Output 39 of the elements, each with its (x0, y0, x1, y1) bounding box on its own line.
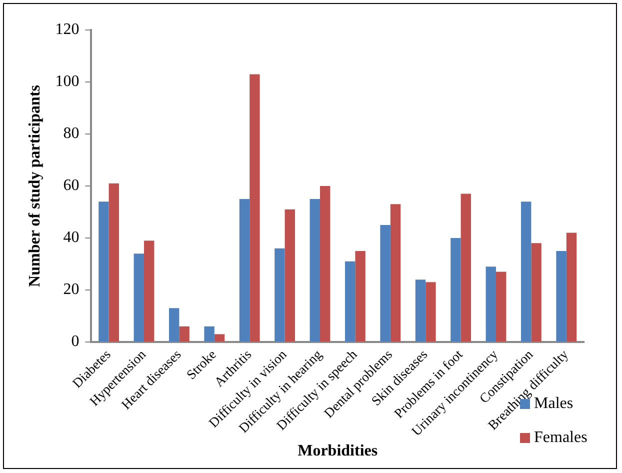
bar (134, 254, 144, 342)
y-tick-label: 100 (55, 73, 80, 90)
bar (380, 224, 390, 342)
bar (486, 266, 496, 342)
y-tick-label: 60 (63, 177, 80, 194)
bar (390, 204, 401, 342)
legend-label: Females (534, 429, 588, 446)
y-tick-label: 80 (63, 125, 80, 142)
bar (426, 282, 436, 342)
bar (239, 198, 250, 342)
y-tick-label: 0 (71, 333, 80, 350)
bar (450, 238, 461, 342)
bar (566, 232, 577, 342)
bar (531, 243, 542, 342)
y-axis-title: Number of study participants (26, 85, 44, 287)
y-tick-label: 20 (63, 281, 80, 298)
bar (98, 202, 109, 342)
bar (556, 250, 566, 342)
y-tick-label: 120 (55, 21, 80, 38)
bar (460, 194, 472, 342)
bar (168, 308, 180, 342)
bar (284, 209, 296, 342)
legend-label: Males (534, 395, 574, 412)
bar (496, 272, 506, 342)
x-axis-title: Morbidities (298, 442, 378, 460)
bar (355, 250, 366, 342)
bar (344, 261, 356, 342)
bar (179, 326, 190, 342)
y-tick-label: 40 (63, 229, 80, 246)
bar (250, 74, 260, 342)
bar (520, 202, 532, 342)
bar (214, 334, 225, 342)
bar (320, 186, 330, 342)
bar (274, 248, 285, 342)
bar (204, 326, 214, 342)
bar (310, 198, 320, 342)
bar (415, 280, 426, 342)
bar (144, 240, 154, 342)
bar (108, 183, 120, 342)
